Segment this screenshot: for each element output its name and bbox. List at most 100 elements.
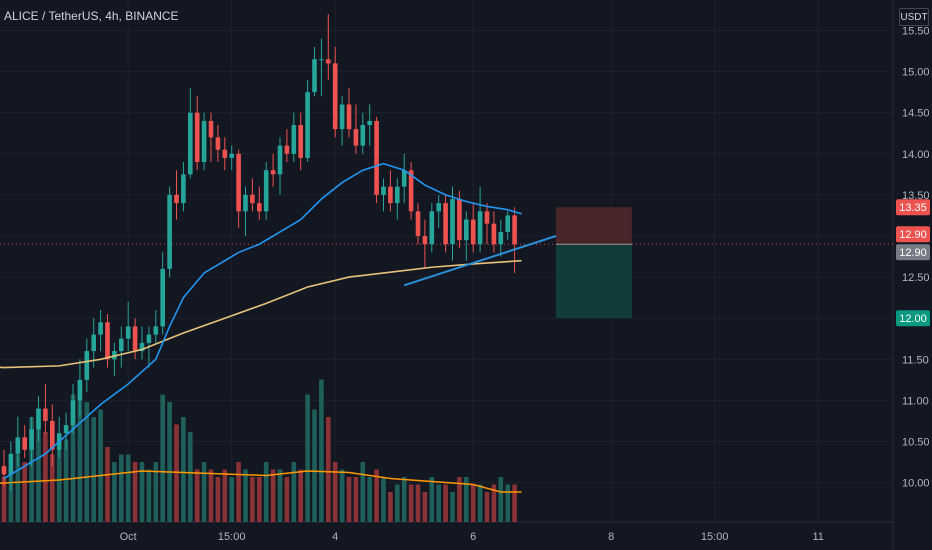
candle-body[interactable] <box>346 104 352 130</box>
candle-body[interactable] <box>132 326 138 352</box>
candle-body[interactable] <box>188 112 193 175</box>
volume-bar <box>429 477 435 522</box>
candle-body[interactable] <box>512 215 517 245</box>
price-tag-label: 12.90 <box>899 229 927 241</box>
candle-body[interactable] <box>305 92 310 158</box>
candle-body[interactable] <box>374 120 379 195</box>
candle-body[interactable] <box>367 120 372 126</box>
candle-body[interactable] <box>119 338 124 352</box>
candle-body[interactable] <box>29 429 34 450</box>
y-tick-label: 10.00 <box>902 478 930 490</box>
candle-body[interactable] <box>250 194 255 204</box>
candle-body[interactable] <box>464 219 469 241</box>
candle-body[interactable] <box>326 59 331 64</box>
candle-body[interactable] <box>167 194 172 269</box>
candle-body[interactable] <box>22 437 27 450</box>
candle-body[interactable] <box>450 199 455 245</box>
candle-body[interactable] <box>84 351 90 380</box>
candle-body[interactable] <box>319 59 324 61</box>
candle-body[interactable] <box>263 170 269 212</box>
volume-bar <box>484 492 490 522</box>
candle-body[interactable] <box>491 223 497 245</box>
candle-body[interactable] <box>277 145 283 175</box>
candle-body[interactable] <box>91 334 96 352</box>
volume-bar <box>1 477 7 522</box>
candle-body[interactable] <box>160 268 165 327</box>
candle-body[interactable] <box>257 203 262 212</box>
candle-body[interactable] <box>284 145 290 154</box>
quote-name: TetherUS <box>48 9 99 23</box>
candle-body[interactable] <box>353 129 359 146</box>
candle-body[interactable] <box>1 466 7 475</box>
volume-bar <box>346 477 352 522</box>
candle-body[interactable] <box>443 203 448 245</box>
candle-body[interactable] <box>229 153 234 158</box>
candle-body[interactable] <box>8 453 14 475</box>
candle-body[interactable] <box>15 437 21 454</box>
price-tag-label: 12.00 <box>899 313 927 325</box>
take-profit-zone[interactable] <box>556 244 632 319</box>
candle-body[interactable] <box>194 112 200 163</box>
candle-body[interactable] <box>401 170 407 187</box>
candle-body[interactable] <box>105 322 110 360</box>
volume-bar <box>160 394 165 522</box>
candle-body[interactable] <box>505 215 510 232</box>
candle-body[interactable] <box>236 153 241 212</box>
candle-body[interactable] <box>43 408 48 421</box>
volume-bar <box>50 454 55 522</box>
candle-body[interactable] <box>125 326 131 339</box>
candle-body[interactable] <box>429 211 435 245</box>
stop-loss-zone[interactable] <box>556 207 632 245</box>
candle-body[interactable] <box>181 174 186 204</box>
candle-body[interactable] <box>381 186 386 195</box>
candle-body[interactable] <box>457 199 462 241</box>
candle-body[interactable] <box>436 203 441 212</box>
volume-bar <box>236 462 241 522</box>
volume-bar <box>119 454 124 522</box>
candle-body[interactable] <box>153 326 159 335</box>
candle-body[interactable] <box>70 400 76 426</box>
volume-bar <box>408 484 414 522</box>
candle-body[interactable] <box>395 186 400 204</box>
candle-body[interactable] <box>98 322 103 335</box>
candle-body[interactable] <box>174 194 179 204</box>
volume-bar <box>112 462 117 522</box>
candle-body[interactable] <box>415 211 421 236</box>
candle-body[interactable] <box>470 219 476 245</box>
candle-body[interactable] <box>222 149 228 158</box>
candle-body[interactable] <box>388 186 393 204</box>
currency-label[interactable]: USDT <box>899 8 929 26</box>
candle-body[interactable] <box>201 120 207 163</box>
candle-body[interactable] <box>50 420 55 450</box>
candle-body[interactable] <box>332 63 338 130</box>
candle-body[interactable] <box>243 194 248 212</box>
candle-body[interactable] <box>139 342 145 352</box>
candle-body[interactable] <box>477 211 483 245</box>
y-tick-label: 10.50 <box>902 437 930 449</box>
volume-bar <box>84 402 90 522</box>
candle-body[interactable] <box>146 334 152 343</box>
candle-body[interactable] <box>77 379 83 401</box>
interval-label[interactable]: 4h <box>105 9 119 23</box>
candle-body[interactable] <box>298 125 303 158</box>
candle-body[interactable] <box>291 125 297 154</box>
candle-body[interactable] <box>36 408 41 430</box>
volume-bar <box>395 484 400 522</box>
candle-body[interactable] <box>270 170 276 175</box>
candle-body[interactable] <box>498 231 504 245</box>
trendline[interactable] <box>403 235 557 287</box>
volume-bar <box>374 469 379 522</box>
volume-bar <box>353 477 359 522</box>
candle-body[interactable] <box>339 104 345 130</box>
candle-body[interactable] <box>360 125 366 146</box>
candle-body[interactable] <box>408 170 414 212</box>
candle-body[interactable] <box>63 425 69 434</box>
candle-body[interactable] <box>215 137 221 150</box>
candle-body[interactable] <box>208 120 214 138</box>
candle-body[interactable] <box>484 211 490 224</box>
candle-body[interactable] <box>312 59 317 93</box>
y-tick-label: 11.00 <box>902 395 929 407</box>
candle-body[interactable] <box>422 236 428 245</box>
volume-bar <box>181 417 186 522</box>
